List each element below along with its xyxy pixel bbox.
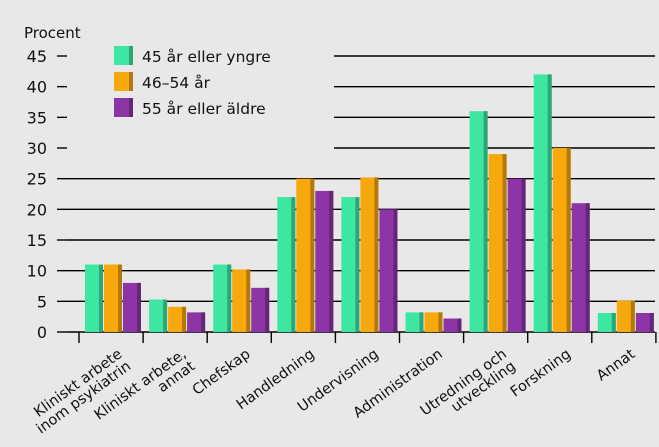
bar: [424, 312, 443, 332]
bar: [488, 154, 507, 332]
bar-shade: [521, 178, 526, 332]
bar-shade: [547, 74, 552, 333]
legend-swatch-shade: [129, 98, 133, 117]
bar-shade: [137, 282, 141, 332]
legend-label: 46–54 år: [142, 74, 211, 92]
bar: [85, 264, 103, 332]
bar: [123, 282, 141, 332]
bar: [379, 209, 398, 332]
y-tick-label: 20: [27, 200, 47, 219]
x-tick-label: Forskning: [508, 346, 574, 400]
bar: [315, 190, 334, 332]
bar: [277, 197, 296, 332]
bar-shade: [182, 306, 187, 332]
legend-swatch: [114, 46, 133, 65]
y-tick-label: 35: [27, 108, 47, 127]
bar-shade: [393, 209, 398, 332]
bar-shade: [99, 264, 103, 332]
bar: [533, 74, 552, 333]
bar: [635, 312, 654, 332]
x-tick-label: Annat: [594, 346, 638, 384]
bar: [104, 264, 122, 332]
bar-shade: [201, 312, 206, 332]
y-tick-label: 25: [27, 170, 47, 189]
bar-shade: [374, 177, 379, 332]
bar: [341, 197, 360, 332]
bar: [507, 178, 526, 332]
bar-shade: [649, 312, 654, 332]
y-tick-label: 0: [37, 323, 47, 342]
legend-label: 45 år eller yngre: [142, 48, 271, 66]
bar-shade: [566, 148, 571, 332]
y-tick-label: 10: [27, 262, 47, 281]
bar: [213, 264, 232, 332]
y-tick-label: 30: [27, 139, 47, 158]
bar-shade: [419, 312, 424, 332]
bar: [443, 318, 462, 332]
bar: [616, 300, 635, 332]
bar-shade: [355, 197, 360, 332]
bar: [296, 178, 315, 332]
y-tick-label: 15: [27, 231, 47, 250]
legend-swatch-shade: [129, 46, 133, 65]
bar-shade: [163, 299, 168, 332]
bar: [149, 299, 168, 332]
legend-swatch-shade: [129, 72, 133, 91]
bar: [251, 287, 270, 332]
bar-shade: [118, 264, 122, 332]
y-tick-label: 45: [27, 47, 47, 66]
bar-shade: [483, 111, 488, 332]
bar: [405, 312, 424, 332]
legend-label: 55 år eller äldre: [142, 100, 266, 118]
bar-shade: [611, 312, 616, 332]
x-tick-label-line: Chefskap: [190, 346, 254, 398]
y-tick-label: 40: [27, 78, 47, 97]
x-tick-label-line: Forskning: [508, 346, 574, 400]
bar: [187, 312, 206, 332]
bar-shade: [246, 269, 251, 332]
bar: [168, 306, 187, 332]
bar: [232, 269, 251, 332]
legend-swatch: [114, 98, 133, 117]
x-tick-label: Chefskap: [190, 346, 254, 398]
bar-shade: [265, 287, 270, 332]
legend-swatch: [114, 72, 133, 91]
bar-shade: [457, 318, 462, 332]
bar: [469, 111, 488, 332]
bar-shade: [502, 154, 507, 332]
bar-shade: [630, 300, 635, 332]
bar-shade: [585, 203, 590, 332]
bar: [571, 203, 590, 332]
y-tick-label: 5: [37, 292, 47, 311]
bar-shade: [438, 312, 443, 332]
bar-shade: [329, 190, 334, 332]
bar-shade: [227, 264, 232, 332]
y-axis-title: Procent: [24, 24, 81, 42]
bar: [360, 177, 379, 332]
bar-shade: [291, 197, 296, 332]
bar: [597, 312, 616, 332]
bar: [552, 148, 571, 332]
bar-shade: [310, 178, 315, 332]
x-tick-label-line: Annat: [594, 346, 638, 384]
